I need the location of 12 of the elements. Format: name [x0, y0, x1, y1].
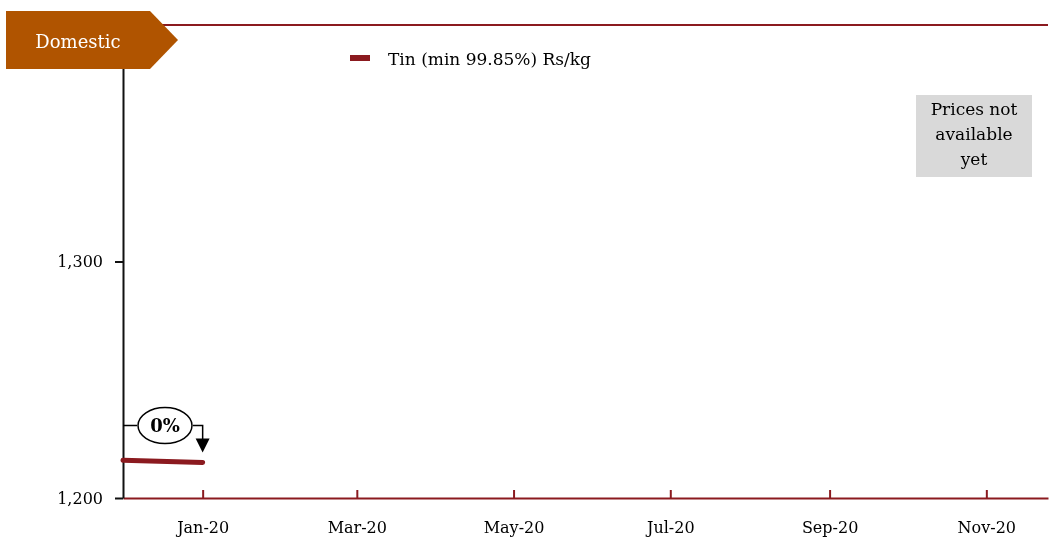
y-tick-label: 1,300 [57, 252, 103, 272]
annotation: Prices not available yet [930, 99, 1018, 169]
x-tick-label: May-20 [483, 518, 545, 538]
x-tick-label: Nov-20 [957, 518, 1017, 538]
legend-label: Tin (min 99.85%) Rs/kg [388, 49, 592, 69]
y-tick-label: 1,200 [57, 488, 103, 508]
annotation: 0% [150, 414, 180, 436]
x-tick-label: Jan-20 [175, 518, 230, 538]
x-tick-label: Mar-20 [327, 518, 387, 538]
x-tick-label: Sep-20 [801, 518, 859, 538]
chart-title: Domestic [35, 31, 121, 52]
x-tick-label: Jul-20 [644, 518, 695, 538]
